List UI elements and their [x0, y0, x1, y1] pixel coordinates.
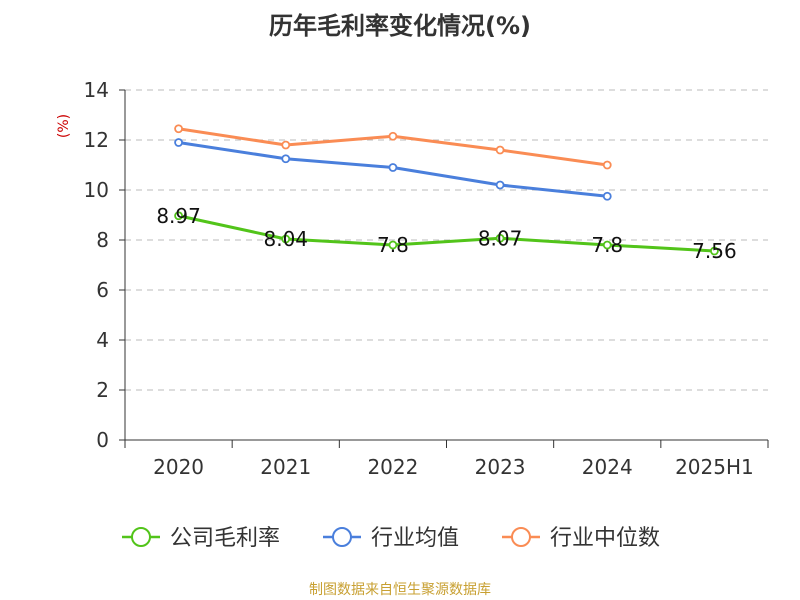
axes: 0 2 4 6 8 10 12 14 2020 2021 2022 2023 2024 2025H1 — [84, 78, 769, 479]
x-tick-label: 2021 — [260, 455, 311, 479]
legend-label-0: 公司毛利率 — [170, 526, 280, 551]
legend-label-1: 行业均值 — [371, 526, 459, 551]
data-point-2 — [174, 124, 183, 134]
data-point-1 — [281, 154, 291, 164]
chart-title: 历年毛利率变化情况(%) — [269, 12, 531, 40]
x-tick-label: 2023 — [475, 455, 526, 479]
source-note: 制图数据来自恒生聚源数据库 — [309, 582, 491, 598]
x-tick-label: 2024 — [582, 455, 633, 479]
legend-marker-1 — [332, 527, 352, 547]
x-tick-label: 2020 — [153, 455, 204, 479]
data-points — [174, 124, 719, 256]
data-point-1 — [388, 163, 398, 172]
y-tick-label: 6 — [96, 278, 109, 302]
data-point-1 — [174, 138, 183, 147]
data-point-0 — [710, 246, 719, 256]
x-tick-label: 2025H1 — [675, 455, 754, 479]
y-axis-unit-label: (%) — [56, 114, 72, 138]
data-label: 8.97 — [156, 204, 201, 228]
data-labels: 8.97 8.04 7.8 8.07 7.8 7.56 — [156, 204, 736, 263]
x-tick-label: 2022 — [367, 455, 418, 479]
data-point-2 — [281, 140, 291, 150]
data-point-0 — [281, 234, 291, 244]
y-tick-label: 0 — [96, 428, 109, 452]
data-label: 7.56 — [692, 239, 737, 263]
y-tick-label: 10 — [84, 178, 109, 202]
data-point-0 — [602, 240, 612, 250]
grid-lines — [125, 89, 768, 391]
y-tick-label: 14 — [84, 78, 109, 102]
series-line-0 — [178, 214, 715, 253]
y-tick-label: 2 — [96, 378, 109, 402]
data-point-2 — [388, 131, 398, 141]
legend-marker-0 — [131, 527, 151, 547]
data-point-2 — [602, 160, 612, 170]
y-tick-label: 8 — [96, 228, 109, 252]
data-point-1 — [495, 180, 505, 190]
legend-marker-2 — [511, 527, 531, 547]
y-tick-label: 4 — [96, 328, 109, 352]
data-point-2 — [495, 145, 505, 155]
data-point-1 — [602, 191, 612, 201]
data-label: 7.8 — [377, 233, 409, 257]
legend: 公司毛利率 行业均值 行业中位数 — [122, 526, 660, 551]
data-label: 8.04 — [263, 227, 308, 251]
data-point-0 — [388, 240, 398, 250]
data-point-0 — [495, 233, 505, 243]
legend-label-2: 行业中位数 — [550, 526, 660, 551]
data-point-0 — [174, 211, 183, 221]
data-label: 8.07 — [478, 226, 523, 250]
data-label: 7.8 — [591, 233, 623, 257]
y-tick-label: 12 — [84, 128, 109, 152]
